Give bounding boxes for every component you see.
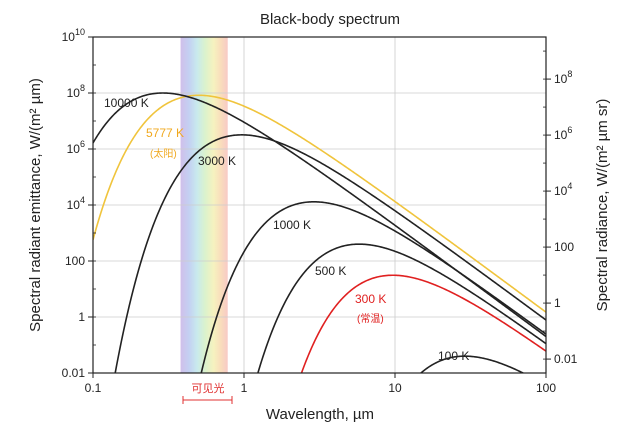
series-line-5777k — [93, 94, 546, 313]
y-tick-label-left: 104 — [67, 195, 85, 212]
series-label-5777k: 5777 K — [146, 126, 184, 140]
series-label-300k: 300 K — [355, 292, 386, 306]
y-axis-label-left: Spectral radiant emittance, W/(m² µm) — [27, 78, 44, 332]
x-tick-label: 1 — [241, 381, 248, 395]
y-tick-label-left: 106 — [67, 139, 85, 156]
y-tick-label-right: 108 — [554, 69, 572, 86]
series-label-10000k: 10000 K — [104, 96, 149, 110]
y-tick-label-left: 1 — [78, 310, 85, 324]
y-axis-label-right: Spectral radiance, W/(m² µm sr) — [594, 99, 611, 312]
series-line-1000k — [200, 201, 546, 373]
series-line-300k — [300, 274, 546, 373]
series-label-500k: 500 K — [315, 264, 346, 278]
x-axis-label: Wavelength, µm — [266, 406, 374, 423]
y-tick-label-left: 1010 — [62, 27, 85, 44]
x-tick-label: 10 — [388, 381, 402, 395]
series-note-5777k: (太阳) — [150, 147, 177, 160]
y-tick-label-right: 1 — [554, 296, 561, 310]
x-tick-label: 0.1 — [85, 381, 102, 395]
series-labels: 10000 K 5777 K (太阳) 3000 K 1000 K 500 K … — [104, 96, 469, 363]
series-note-300k: (常温) — [357, 312, 384, 325]
series-label-100k: 100 K — [438, 349, 469, 363]
visible-band-bracket: 可见光 — [182, 381, 233, 404]
y-tick-label-left: 0.01 — [62, 366, 86, 380]
series-line-3000k — [114, 134, 546, 373]
series-line-100k — [419, 355, 525, 373]
y-tick-label-right: 106 — [554, 125, 572, 142]
x-tick-label: 100 — [536, 381, 556, 395]
y-tick-label-right: 0.01 — [554, 352, 578, 366]
visible-band-label: 可见光 — [192, 381, 225, 395]
series-label-1000k: 1000 K — [273, 218, 311, 232]
y-tick-label-left: 108 — [67, 83, 85, 100]
series-line-500k — [257, 243, 546, 373]
y-tick-label-right: 104 — [554, 181, 572, 198]
chart-title: Black-body spectrum — [260, 11, 400, 28]
series-lines — [93, 92, 546, 373]
y-tick-label-right: 100 — [554, 240, 574, 254]
series-label-3000k: 3000 K — [198, 154, 236, 168]
y-tick-label-left: 100 — [65, 254, 85, 268]
series-line-10000k — [93, 92, 546, 338]
axis-ticks: 0.1 1 10 100 0.01 1 100 104 106 108 1010 0.01 1 100 10… — [62, 27, 578, 395]
